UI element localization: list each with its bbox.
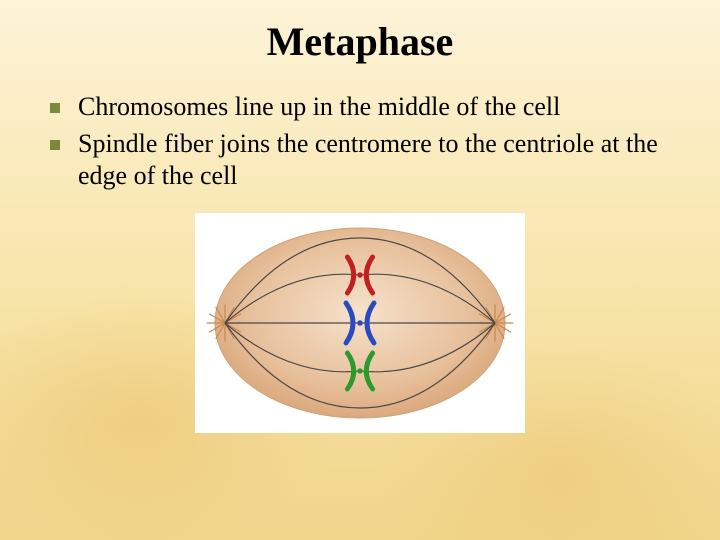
diagram-container: [50, 213, 670, 433]
bullet-text: Spindle fiber joins the centromere to th…: [78, 128, 670, 193]
bullet-item: Spindle fiber joins the centromere to th…: [50, 128, 670, 193]
slide-title: Metaphase: [0, 0, 720, 73]
cell-svg: [195, 213, 525, 433]
slide-body: Chromosomes line up in the middle of the…: [0, 73, 720, 433]
bullet-item: Chromosomes line up in the middle of the…: [50, 91, 670, 124]
bullet-marker: [50, 140, 60, 150]
metaphase-diagram: [195, 213, 525, 433]
bullet-text: Chromosomes line up in the middle of the…: [78, 91, 560, 124]
bullet-marker: [50, 103, 60, 113]
